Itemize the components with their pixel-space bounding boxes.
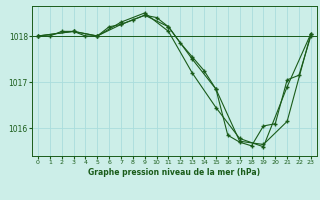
X-axis label: Graphe pression niveau de la mer (hPa): Graphe pression niveau de la mer (hPa): [88, 168, 260, 177]
